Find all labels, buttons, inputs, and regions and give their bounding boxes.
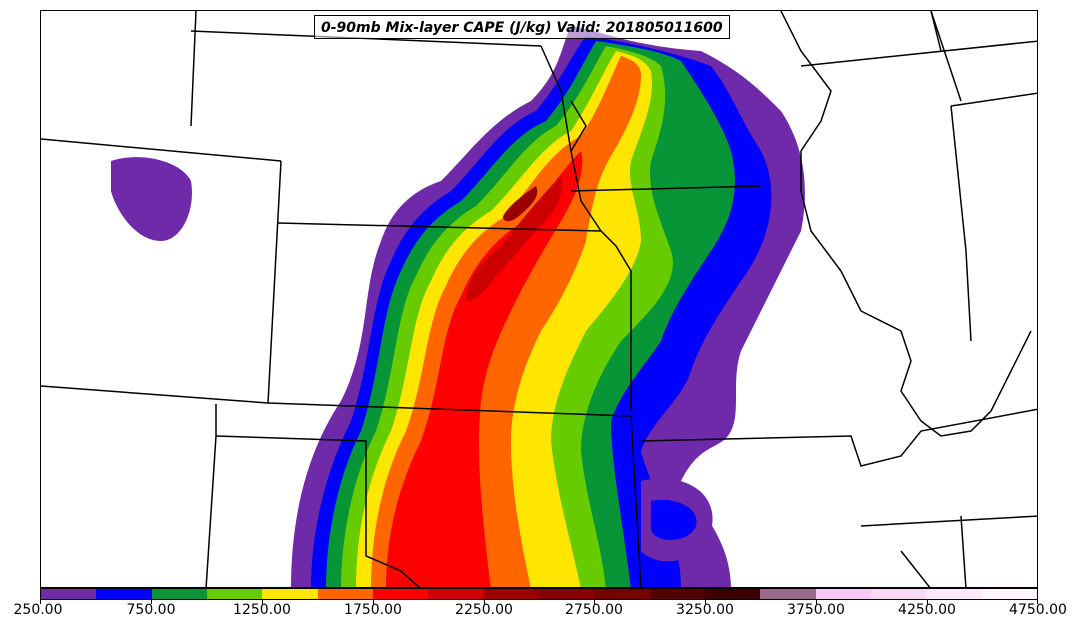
cape-band-3750: [466, 176, 563, 301]
cape-contours: [111, 26, 805, 587]
colorbar-tick: [262, 600, 263, 604]
colorbar-label: 750.00: [126, 602, 176, 618]
colorbar-segment: [317, 589, 373, 599]
colorbar-segment: [594, 589, 650, 599]
colorbar-tick: [151, 600, 152, 604]
colorbar-segment: [760, 589, 816, 599]
colorbar-tick: [40, 600, 41, 604]
colorbar-label: 250.00: [13, 602, 63, 618]
map-panel: [40, 10, 1038, 588]
colorbar-label: 2250.00: [455, 602, 513, 618]
colorbar-segment: [206, 589, 263, 599]
colorbar-segment: [372, 589, 429, 599]
colorbar-tick: [373, 600, 374, 604]
cape-band-3250: [386, 151, 583, 587]
colorbar-segment: [649, 589, 705, 599]
colorbar-label: 4250.00: [898, 602, 956, 618]
colorbar-segment: [96, 589, 152, 599]
cape-blob-west: [111, 157, 192, 241]
colorbar-segment: [704, 589, 761, 599]
colorbar-segment: [483, 589, 539, 599]
colorbar-segment: [870, 589, 927, 599]
colorbar-segment: [428, 589, 484, 599]
colorbar-label: 3750.00: [787, 602, 845, 618]
colorbar-tick: [927, 600, 928, 604]
cape-map: [41, 11, 1037, 587]
cape-blob-east-inner: [651, 499, 697, 541]
colorbar-tick: [484, 600, 485, 604]
colorbar-label: 3250.00: [676, 602, 734, 618]
colorbar-segment: [926, 589, 982, 599]
colorbar-segment: [981, 589, 1037, 599]
cape-band-4250: [503, 186, 538, 222]
colorbar-tick: [1037, 600, 1038, 604]
map-title: 0-90mb Mix-layer CAPE (J/kg) Valid: 2018…: [314, 15, 730, 39]
colorbar-segment: [815, 589, 871, 599]
colorbar-segment: [151, 589, 207, 599]
colorbar-label: 1250.00: [233, 602, 291, 618]
colorbar-tick: [705, 600, 706, 604]
colorbar-label: 4750.00: [1009, 602, 1067, 618]
colorbar-segment: [262, 589, 318, 599]
colorbar-tick: [594, 600, 595, 604]
state-boundaries: [41, 11, 1037, 587]
colorbar: [40, 588, 1038, 600]
colorbar-segment: [538, 589, 595, 599]
colorbar-label: 1750.00: [344, 602, 402, 618]
colorbar-segment: [41, 589, 97, 599]
colorbar-label: 2750.00: [565, 602, 623, 618]
colorbar-tick: [816, 600, 817, 604]
